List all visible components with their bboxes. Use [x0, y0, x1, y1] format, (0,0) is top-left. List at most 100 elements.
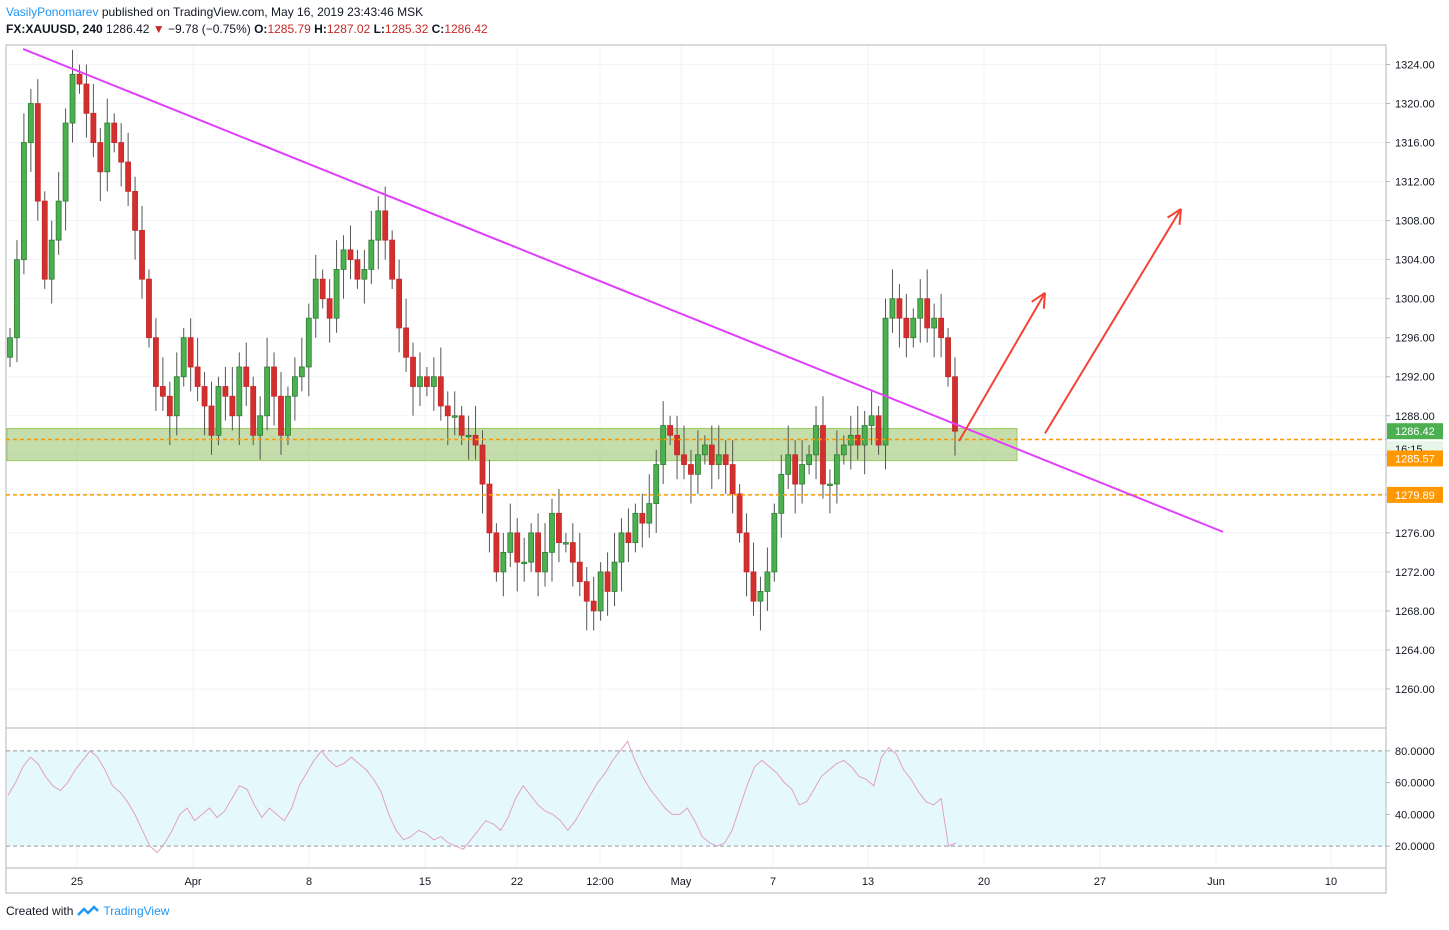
candle-body	[695, 454, 701, 475]
trendline[interactable]	[22, 47, 1224, 533]
y-tick-label: 1308.00	[1395, 216, 1435, 228]
arrow-head	[1042, 292, 1046, 309]
candle-body	[257, 415, 264, 436]
level1-label-text: 1285.57	[1395, 453, 1435, 465]
close-label: C:	[431, 22, 445, 36]
candle-body	[486, 483, 493, 534]
x-tick-label: Jun	[1207, 876, 1225, 888]
y-tick-label: 1320.00	[1395, 99, 1435, 111]
candle-body	[924, 298, 931, 329]
rsi-tick-label: 20.0000	[1395, 841, 1435, 853]
level1-label	[1387, 450, 1443, 467]
projection-arrows[interactable]	[958, 208, 1182, 442]
candle-body	[118, 142, 125, 163]
candle-body	[569, 542, 576, 563]
candle-body	[347, 249, 354, 261]
candle-body	[389, 239, 396, 280]
x-tick-label: 27	[1094, 876, 1106, 888]
candle-body	[48, 239, 55, 280]
candle-body	[646, 503, 653, 524]
y-tick-label: 1292.00	[1395, 372, 1435, 384]
arrow-head	[1167, 208, 1182, 219]
candle-body	[243, 366, 250, 387]
candle-body	[688, 464, 694, 475]
down-arrow-icon: ▼	[152, 22, 165, 36]
chart-grid	[6, 45, 1386, 868]
candle-body	[319, 278, 326, 300]
y-tick-label: 1316.00	[1395, 138, 1435, 150]
y-tick-label: 1296.00	[1395, 333, 1435, 345]
candle-body	[521, 561, 528, 565]
candle-body	[403, 327, 409, 358]
candle-body	[576, 561, 583, 583]
arrow-head	[1031, 292, 1046, 303]
candle-body	[333, 269, 340, 319]
candle-body	[771, 512, 778, 573]
x-tick-label: 8	[306, 876, 312, 888]
candle-body	[375, 210, 382, 241]
candle-body	[729, 464, 736, 495]
candle-body	[361, 269, 368, 280]
candle-body	[201, 386, 208, 407]
candle-body	[736, 493, 743, 534]
candle-body	[187, 337, 194, 368]
candle-body	[715, 454, 722, 465]
candle-body	[507, 532, 514, 553]
candle-body	[250, 386, 257, 436]
candle-body	[326, 298, 333, 319]
candle-body	[27, 103, 34, 143]
candle-body	[701, 444, 708, 456]
candle-body	[542, 551, 548, 573]
candle-body	[653, 464, 660, 504]
candle-body	[368, 239, 375, 270]
high-label: H:	[314, 22, 327, 36]
candle-body	[354, 259, 361, 280]
tradingview-brand[interactable]: TradingView	[103, 904, 170, 918]
projection-arrow	[958, 292, 1046, 442]
candle-body	[549, 512, 555, 553]
symbol-interval[interactable]: FX:XAUUSD, 240	[6, 22, 103, 36]
candle-body	[90, 112, 97, 143]
y-tick-label: 1324.00	[1395, 60, 1435, 72]
candle-body	[931, 317, 938, 329]
open-label: O:	[254, 22, 268, 36]
candle-body	[97, 142, 104, 173]
last-price-label	[1387, 423, 1443, 440]
candle-body	[20, 142, 27, 261]
candle-body	[69, 73, 76, 124]
rsi-axis[interactable]: 80.0000 60.0000 40.0000 20.0000	[1386, 746, 1435, 853]
candle-body	[458, 415, 465, 436]
candle-body	[562, 542, 569, 545]
candle-body	[910, 317, 917, 339]
x-tick-label: 12:00	[586, 876, 614, 888]
low-label: L:	[373, 22, 385, 36]
author-name[interactable]: VasilyPonomarev	[6, 5, 99, 19]
candle-body	[681, 454, 687, 465]
candles	[7, 49, 958, 631]
close-value: 1286.42	[444, 22, 488, 36]
time-axis[interactable]: 25 Apr 8 15 22 12:00 May 7 13 20 27 Jun 10	[71, 876, 1337, 888]
candle-body	[903, 317, 910, 339]
x-tick-label: 7	[770, 876, 776, 888]
candle-body	[514, 532, 521, 563]
high-value: 1287.02	[326, 22, 371, 36]
candle-body	[743, 532, 750, 573]
candle-body	[173, 376, 180, 417]
y-tick-label: 1264.00	[1395, 645, 1435, 657]
candle-body	[597, 571, 604, 612]
candle-body	[7, 337, 13, 358]
x-tick-label: 22	[511, 876, 523, 888]
last-price: 1286.42	[106, 22, 150, 36]
candle-body	[312, 278, 319, 319]
price-axis[interactable]: 1324.00 1320.00 1316.00 1312.00 1308.00 1304.…	[1385, 45, 1435, 893]
y-tick-label: 1268.00	[1395, 606, 1435, 618]
candle-body	[340, 249, 347, 270]
candle-body	[611, 561, 618, 592]
candle-body	[667, 425, 674, 436]
candle-body	[625, 532, 632, 544]
candle-body	[153, 337, 159, 387]
candle-body	[868, 415, 875, 426]
y-tick-label: 1272.00	[1395, 567, 1435, 579]
